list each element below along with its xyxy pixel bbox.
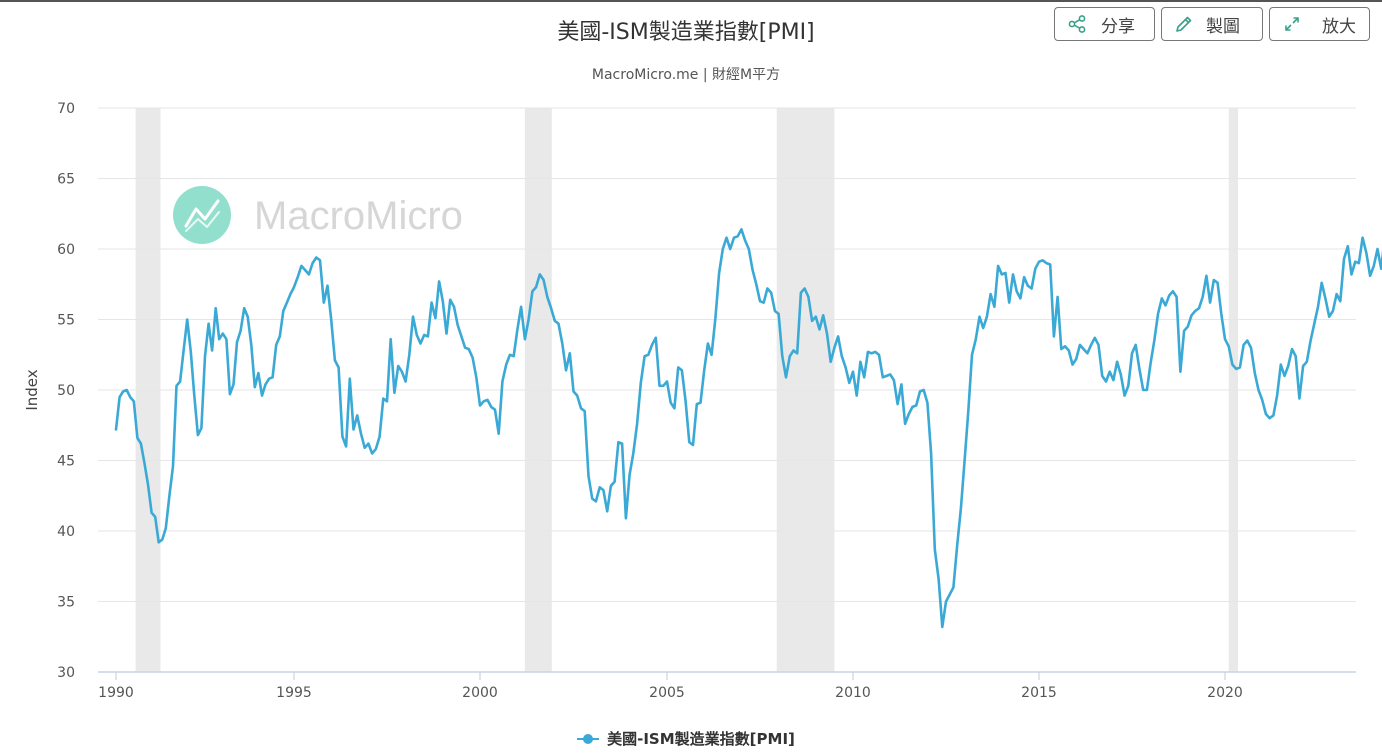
- y-tick-label: 40: [57, 524, 75, 540]
- chart-title: 美國-ISM製造業指數[PMI]: [557, 20, 815, 45]
- y-tick-label: 60: [57, 242, 75, 258]
- expand-button-label: 放大: [1322, 16, 1356, 37]
- expand-icon: [1282, 14, 1302, 34]
- y-tick-label: 35: [57, 595, 75, 611]
- share-button-label: 分享: [1101, 16, 1135, 37]
- top-border: [0, 0, 1382, 2]
- expand-button[interactable]: 放大: [1269, 7, 1370, 41]
- legend-marker: [577, 733, 600, 744]
- x-tick-label: 2000: [462, 685, 498, 701]
- y-tick-label: 30: [57, 665, 75, 681]
- chart-source: MacroMicro.me | 財經M平方: [591, 67, 781, 83]
- pencil-icon: [1174, 14, 1194, 34]
- y-tick-label: 50: [57, 383, 75, 399]
- edit-chart-button[interactable]: 製圖: [1161, 7, 1263, 41]
- watermark-text: MacroMicro: [254, 194, 463, 238]
- y-tick-label: 45: [57, 454, 75, 470]
- share-icon: [1067, 14, 1087, 34]
- x-tick-label: 1990: [98, 685, 134, 701]
- watermark: MacroMicro: [173, 186, 463, 244]
- x-tick-label: 2005: [649, 685, 685, 701]
- legend-label: 美國-ISM製造業指數[PMI]: [607, 730, 795, 748]
- series-group: [114, 183, 1382, 629]
- chart-grid: [98, 107, 1356, 602]
- y-tick-label: 70: [57, 101, 75, 117]
- y-tick-label: 65: [57, 172, 75, 188]
- share-button[interactable]: 分享: [1054, 7, 1155, 41]
- edit-chart-button-label: 製圖: [1206, 16, 1240, 37]
- chart-legend[interactable]: 美國-ISM製造業指數[PMI]: [0, 728, 1372, 749]
- y-tick-label: 55: [57, 313, 75, 329]
- y-axis-label: Index: [23, 369, 41, 410]
- x-tick-label: 2010: [835, 685, 871, 701]
- chart-axes: 30 35 40 45 50 55 60 65 70 1990 1995 2000 2005 2010 20…: [57, 101, 1356, 701]
- series-line-1[interactable]: [114, 183, 1382, 629]
- x-tick-label: 1995: [276, 685, 312, 701]
- x-tick-label: 2020: [1207, 685, 1243, 701]
- x-tick-label: 2015: [1021, 685, 1057, 701]
